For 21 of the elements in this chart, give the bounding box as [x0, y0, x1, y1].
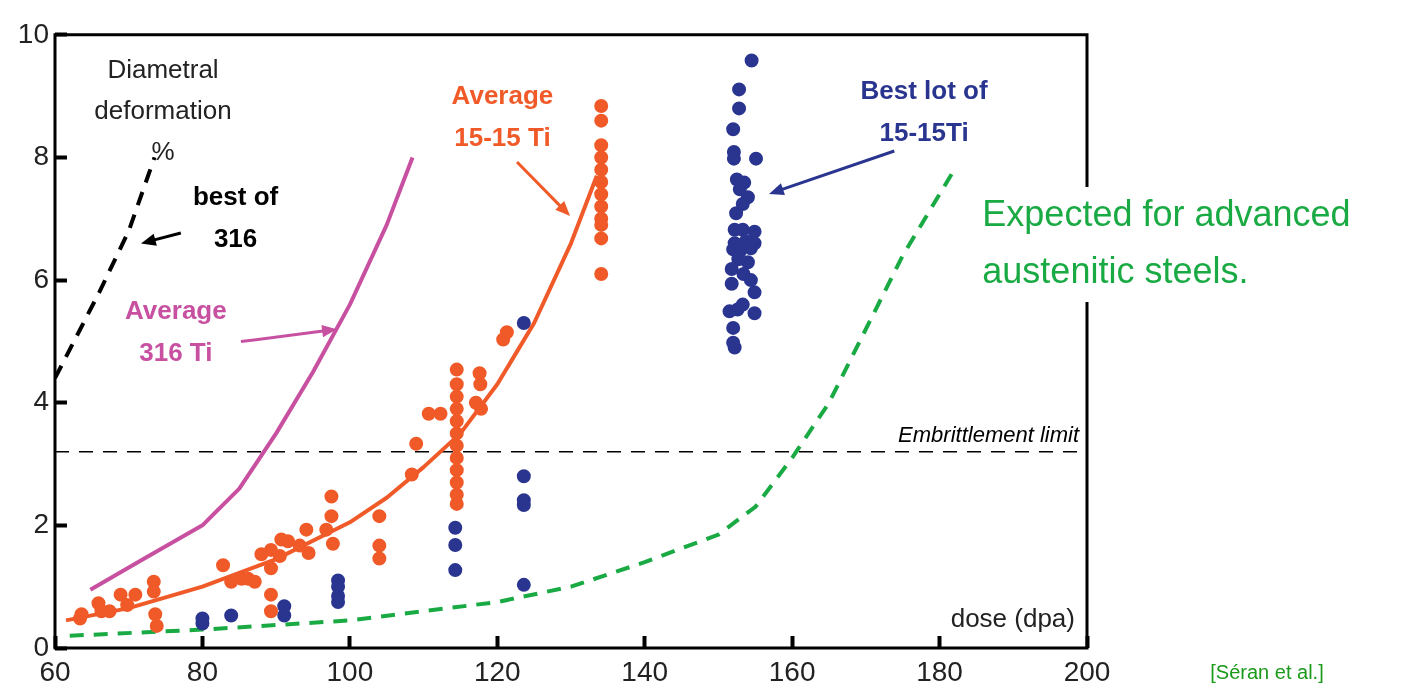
- series-label: best of 316: [192, 181, 279, 253]
- y-tick-label: 6: [33, 262, 49, 294]
- y-tick-label: 4: [33, 385, 49, 417]
- x-tick-label: 100: [326, 655, 374, 687]
- x-axis-title: dose (dpa): [950, 603, 1075, 634]
- x-tick-label: 120: [473, 655, 521, 687]
- x-tick-label: 140: [621, 655, 669, 687]
- text: [Séran et al.]: [1210, 660, 1324, 683]
- series-label: Expected for advanced austenitic steels.: [982, 192, 1351, 292]
- x-tick-label: 180: [916, 655, 963, 687]
- x-tick-label: 80: [186, 655, 219, 687]
- y-axis-title: Diametral deformation %: [94, 53, 232, 166]
- y-tick-label: 2: [33, 508, 49, 540]
- y-tick-label: 8: [33, 140, 49, 172]
- legend-label: Average 316 Ti: [125, 295, 227, 367]
- series-label: Average 15-15 Ti: [451, 79, 554, 152]
- x-tick-label: 160: [768, 655, 816, 687]
- ref-line-label: Embrittlement limit: [898, 421, 1080, 447]
- text: Best lot of 15-15Ti: [860, 75, 988, 147]
- x-tick-label: 200: [1063, 655, 1111, 687]
- y-tick-label: 10: [17, 17, 49, 49]
